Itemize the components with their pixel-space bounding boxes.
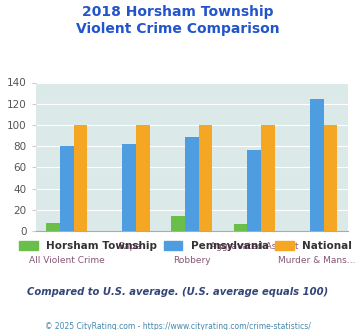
Bar [73,125,87,231]
Text: Compared to U.S. average. (U.S. average equals 100): Compared to U.S. average. (U.S. average … [27,287,328,297]
Bar [198,125,212,231]
Bar [323,125,337,231]
Bar [46,222,60,231]
Bar [234,224,247,231]
Text: © 2025 CityRating.com - https://www.cityrating.com/crime-statistics/: © 2025 CityRating.com - https://www.city… [45,322,310,330]
Legend: Horsham Township, Pennsylvania, National: Horsham Township, Pennsylvania, National [20,241,352,251]
Bar [136,125,150,231]
Bar [122,144,136,231]
Bar [60,146,73,231]
Bar [247,150,261,231]
Text: Murder & Mans...: Murder & Mans... [278,256,355,265]
Text: Robbery: Robbery [173,256,211,265]
Text: 2018 Horsham Township
Violent Crime Comparison: 2018 Horsham Township Violent Crime Comp… [76,5,279,36]
Bar [185,137,198,231]
Bar [171,216,185,231]
Bar [310,99,323,231]
Text: Aggravated Assault: Aggravated Assault [210,242,299,251]
Bar [261,125,275,231]
Text: All Violent Crime: All Violent Crime [29,256,105,265]
Text: Rape: Rape [118,242,141,251]
